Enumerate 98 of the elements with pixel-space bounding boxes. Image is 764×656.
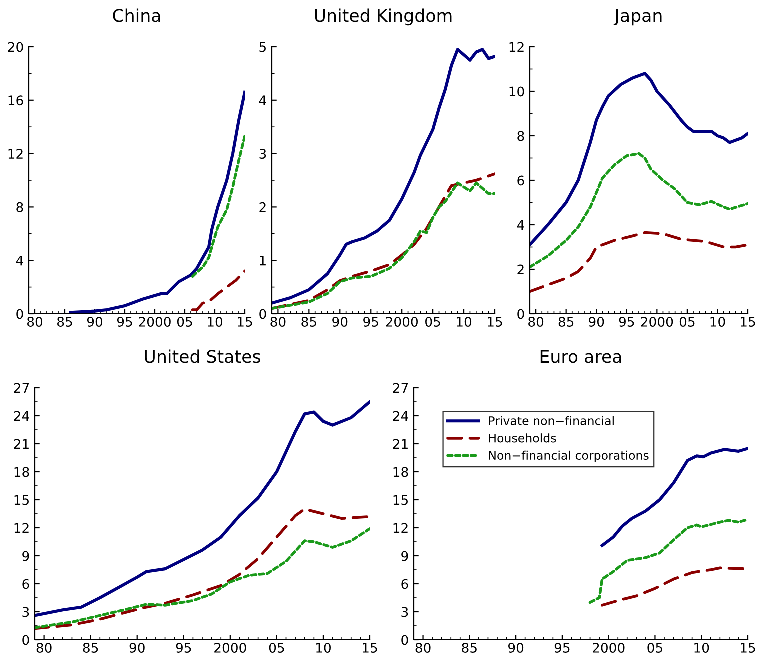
x-tick-label: 15 bbox=[238, 317, 252, 327]
chart-title: Euro area bbox=[540, 350, 622, 364]
y-tick-label: 20 bbox=[8, 42, 24, 52]
y-tick-label: 18 bbox=[14, 467, 30, 478]
line-series bbox=[35, 508, 370, 630]
x-tick-label: 10 bbox=[457, 317, 472, 327]
y-tick-label: 18 bbox=[394, 467, 408, 478]
y-tick-label: 15 bbox=[394, 495, 408, 506]
x-tick-label: 90 bbox=[332, 317, 348, 327]
y-tick-label: 8 bbox=[518, 131, 524, 142]
y-tick-label: 6 bbox=[518, 176, 524, 186]
y-tick-label: 0 bbox=[402, 635, 408, 646]
x-tick-label: 05 bbox=[426, 317, 440, 327]
line-series bbox=[191, 135, 245, 278]
x-tick-label: 80 bbox=[36, 643, 52, 653]
x-tick-label: 80 bbox=[528, 317, 544, 327]
x-tick-label: 85 bbox=[58, 317, 72, 327]
chart-title: United States bbox=[145, 350, 260, 364]
x-tick-label: 05 bbox=[177, 317, 192, 327]
y-tick-label: 24 bbox=[393, 411, 408, 422]
x-tick-label: 10 bbox=[710, 317, 726, 327]
y-tick-label: 2 bbox=[260, 202, 266, 212]
x-tick-label: 2000 bbox=[593, 643, 625, 653]
y-tick-label: 10 bbox=[510, 86, 524, 97]
legend-label: Non−financial corporations bbox=[489, 450, 649, 462]
y-tick-label: 8 bbox=[16, 202, 24, 212]
x-tick-label: 95 bbox=[619, 317, 634, 327]
y-tick-label: 3 bbox=[22, 607, 30, 618]
y-tick-label: 9 bbox=[402, 551, 408, 562]
x-tick-label: 10 bbox=[694, 643, 710, 653]
x-tick-label: 90 bbox=[87, 317, 103, 327]
y-tick-label: 4 bbox=[16, 256, 24, 266]
y-tick-label: 3 bbox=[402, 607, 408, 618]
chart-title: United Kingdom bbox=[315, 8, 452, 26]
y-tick-label: 21 bbox=[14, 439, 29, 450]
y-tick-label: 15 bbox=[14, 495, 29, 506]
y-tick-label: 5 bbox=[260, 42, 266, 52]
legend-label: Private non−financial bbox=[489, 416, 614, 426]
x-tick-label: 95 bbox=[554, 643, 570, 653]
y-tick-label: 4 bbox=[259, 96, 266, 106]
x-tick-label: 15 bbox=[741, 317, 756, 327]
x-tick-label: 10 bbox=[316, 643, 331, 653]
y-tick-label: 0 bbox=[260, 309, 266, 320]
x-tick-label: 80 bbox=[28, 317, 43, 327]
y-tick-label: 1 bbox=[260, 256, 266, 266]
line-series bbox=[69, 90, 245, 314]
x-tick-label: 85 bbox=[83, 643, 98, 653]
line-series bbox=[588, 518, 748, 604]
x-tick-label: 15 bbox=[488, 317, 502, 327]
y-tick-label: 12 bbox=[8, 149, 23, 159]
y-tick-label: 6 bbox=[402, 579, 408, 590]
x-tick-label: 80 bbox=[416, 643, 431, 653]
line-series bbox=[191, 270, 245, 312]
x-tick-label: 15 bbox=[741, 643, 756, 653]
x-tick-label: 05 bbox=[680, 317, 695, 327]
x-tick-label: 05 bbox=[269, 643, 284, 653]
x-tick-label: 10 bbox=[208, 317, 223, 327]
x-tick-label: 2000 bbox=[214, 643, 246, 653]
y-tick-label: 0 bbox=[22, 635, 30, 646]
y-tick-label: 16 bbox=[8, 96, 24, 106]
line-series bbox=[530, 72, 748, 247]
y-tick-label: 21 bbox=[393, 439, 408, 450]
x-tick-label: 85 bbox=[302, 317, 316, 327]
x-tick-label: 95 bbox=[364, 317, 378, 327]
x-tick-label: 95 bbox=[117, 317, 132, 327]
line-series bbox=[530, 231, 748, 294]
y-tick-label: 9 bbox=[22, 551, 30, 562]
y-tick-label: 0 bbox=[518, 309, 524, 320]
y-tick-label: 12 bbox=[14, 523, 29, 534]
line-series bbox=[35, 400, 370, 618]
x-tick-label: 2000 bbox=[139, 317, 171, 327]
line-series bbox=[272, 48, 495, 305]
x-tick-label: 2000 bbox=[386, 317, 418, 327]
x-tick-label: 85 bbox=[462, 643, 477, 653]
y-tick-label: 12 bbox=[394, 523, 408, 534]
x-tick-label: 85 bbox=[558, 317, 574, 327]
y-tick-label: 27 bbox=[393, 383, 408, 394]
x-tick-label: 90 bbox=[589, 317, 604, 327]
y-tick-label: 2 bbox=[518, 264, 524, 275]
x-tick-label: 90 bbox=[130, 643, 145, 653]
legend-label: Households bbox=[489, 434, 556, 443]
line-series bbox=[35, 528, 370, 630]
chart-title: Japan bbox=[614, 9, 662, 26]
x-tick-label: 95 bbox=[176, 643, 192, 653]
line-series bbox=[530, 152, 748, 269]
x-tick-label: 90 bbox=[508, 643, 524, 653]
x-tick-label: 05 bbox=[648, 643, 662, 653]
y-tick-label: 3 bbox=[260, 149, 266, 159]
y-tick-label: 12 bbox=[510, 42, 524, 52]
x-tick-label: 80 bbox=[270, 317, 286, 327]
y-tick-label: 27 bbox=[14, 383, 30, 394]
y-tick-label: 24 bbox=[14, 411, 30, 422]
y-tick-label: 0 bbox=[16, 309, 24, 320]
x-tick-label: 15 bbox=[363, 643, 378, 653]
y-tick-label: 4 bbox=[517, 220, 524, 230]
x-tick-label: 2000 bbox=[641, 317, 674, 327]
y-tick-label: 6 bbox=[22, 579, 30, 590]
chart-title: China bbox=[113, 8, 160, 22]
